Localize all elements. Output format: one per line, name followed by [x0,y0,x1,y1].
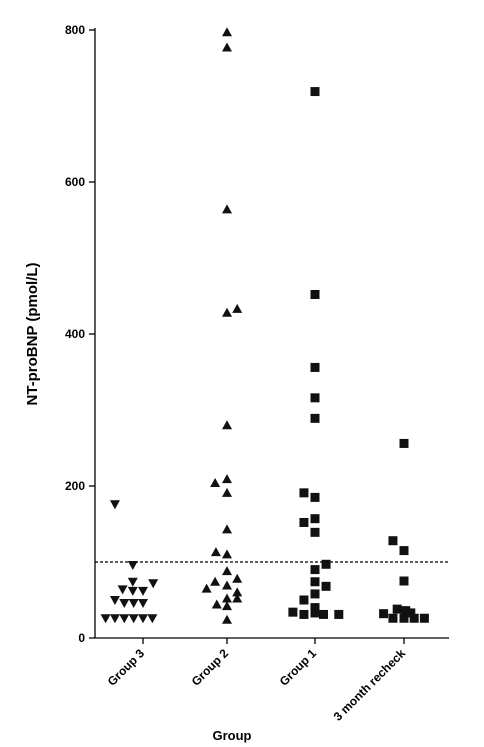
data-point-square [310,87,320,97]
data-point-triangle-up [222,204,232,214]
data-point-square [310,289,320,299]
data-point-square [310,608,320,618]
y-tick-label: 200 [65,479,85,493]
data-point-triangle-up [222,566,232,576]
data-point-square [399,613,409,623]
data-point-square [310,565,320,575]
data-point-triangle-up [222,27,232,37]
data-point-triangle-down [119,614,130,624]
y-tick-label: 0 [78,631,85,645]
data-point-triangle-down [147,614,158,624]
data-point-triangle-down [117,585,128,595]
data-point-square [388,536,398,546]
data-point-square [321,559,331,569]
data-point-square [319,609,328,619]
data-point-square [310,362,320,372]
data-point-square [310,514,320,524]
data-point-triangle-down [127,577,138,587]
data-point-triangle-down [128,614,139,624]
data-point-square [399,576,409,586]
data-points [100,27,429,624]
data-point-square [388,613,398,623]
data-point-triangle-up [222,474,232,484]
data-point-square [310,527,320,537]
data-point-square [321,581,331,591]
data-point-square [299,595,309,605]
data-point-triangle-down [109,500,120,510]
data-point-square [310,492,320,502]
data-point-square [409,613,419,623]
data-point-triangle-up [222,601,232,611]
data-point-triangle-up [210,576,221,586]
data-point-triangle-up [210,477,221,487]
data-point-square [392,604,402,614]
data-point-triangle-down [109,596,120,605]
x-category-label: 3 month recheck [331,646,409,724]
data-point-triangle-up [232,303,243,313]
data-point-triangle-up [232,593,243,603]
data-point-triangle-up [201,583,212,593]
x-category-label: Group 1 [277,646,320,689]
data-point-square [299,488,309,498]
data-point-triangle-down [148,579,159,589]
data-point-triangle-up [222,580,232,590]
x-category-label: Group 3 [105,646,148,689]
data-point-triangle-up [222,307,232,317]
data-point-triangle-up [222,524,232,534]
y-tick-label: 400 [65,327,85,341]
data-point-triangle-down [100,614,111,624]
data-point-triangle-up [211,599,222,609]
data-point-triangle-down [119,599,130,609]
data-point-triangle-up [222,42,232,52]
y-tick-label: 800 [65,23,85,37]
data-point-triangle-down [127,586,138,596]
y-tick-label: 600 [65,175,85,189]
data-point-triangle-down [138,586,148,596]
data-point-triangle-down [138,599,148,609]
data-point-square [399,438,409,448]
data-point-square [334,609,344,619]
data-point-square [401,606,411,616]
data-point-triangle-down [138,614,148,624]
data-point-triangle-down [127,561,138,571]
data-point-square [310,413,320,423]
data-point-triangle-down [128,599,139,609]
data-point-triangle-up [222,549,232,559]
data-point-square [399,546,409,556]
data-point-square [310,603,320,613]
data-point-square [299,609,309,619]
data-point-square [288,607,298,617]
x-category-label: Group 2 [189,646,232,689]
data-point-square [299,517,309,527]
data-point-square [310,577,320,587]
data-point-square [406,608,416,618]
data-point-triangle-up [232,587,243,597]
data-point-triangle-down [109,614,120,624]
data-point-triangle-up [222,420,232,430]
data-point-square [379,609,389,619]
data-point-square [310,393,320,403]
x-axis-title: Group [213,728,252,743]
data-point-triangle-up [210,547,221,557]
data-point-triangle-up [222,614,232,624]
data-point-square [419,613,429,623]
data-point-triangle-up [222,593,232,603]
data-point-triangle-up [232,573,243,583]
data-point-square [310,589,320,599]
y-axis-title: NT-proBNP (pmol/L) [24,262,41,405]
data-point-triangle-up [222,487,232,497]
